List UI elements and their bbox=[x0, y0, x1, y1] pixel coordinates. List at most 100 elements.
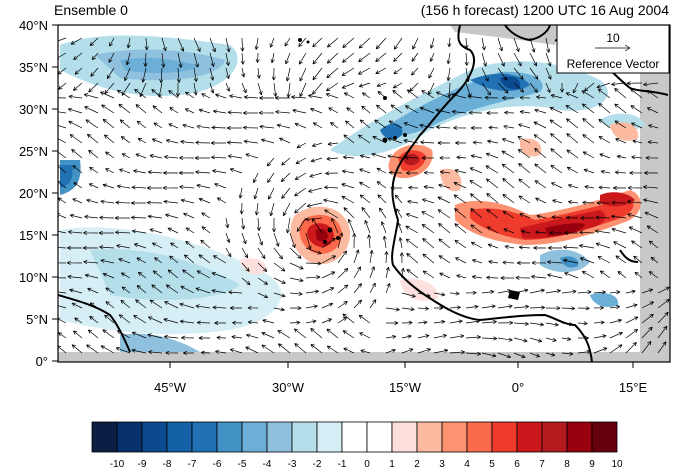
wind-vector bbox=[518, 178, 531, 189]
wind-vector bbox=[169, 107, 179, 114]
colorbar-label: -6 bbox=[213, 459, 222, 470]
wind-vector bbox=[196, 124, 211, 129]
wind-vector bbox=[577, 335, 589, 341]
wind-vector bbox=[353, 283, 362, 294]
wind-vector bbox=[627, 213, 643, 219]
wind-vector bbox=[353, 299, 363, 309]
wind-vector bbox=[86, 198, 99, 204]
wind-vector bbox=[437, 196, 451, 204]
lat-label: 40°N bbox=[19, 18, 48, 33]
wind-vector bbox=[615, 255, 627, 264]
wind-vector bbox=[229, 168, 243, 174]
wind-vector bbox=[577, 321, 588, 326]
wind-vector bbox=[261, 138, 275, 144]
wind-vector bbox=[247, 305, 259, 310]
wind-vector bbox=[120, 272, 131, 279]
wind-vector bbox=[627, 185, 643, 190]
wind-vector bbox=[131, 229, 147, 234]
wind-vector bbox=[501, 163, 515, 174]
colorbar-label: 7 bbox=[539, 459, 545, 470]
wind-vector bbox=[616, 154, 627, 159]
wind-vector bbox=[375, 67, 387, 75]
wind-vector bbox=[401, 307, 415, 312]
wind-vector bbox=[513, 288, 529, 294]
wind-vector bbox=[149, 299, 163, 309]
wind-vector bbox=[67, 245, 83, 250]
wind-vector bbox=[305, 304, 318, 309]
wind-vector bbox=[87, 329, 99, 339]
wind-vector bbox=[289, 306, 302, 311]
wind-vector-field bbox=[58, 37, 670, 359]
wind-vector bbox=[69, 213, 83, 219]
wind-vector bbox=[293, 328, 307, 339]
wind-vector bbox=[195, 287, 211, 294]
wind-vector bbox=[114, 215, 130, 221]
wind-vector bbox=[185, 91, 195, 99]
wind-vector bbox=[579, 230, 595, 235]
wind-vector bbox=[437, 209, 451, 219]
wind-vector bbox=[417, 306, 429, 311]
wind-vector bbox=[146, 185, 162, 191]
wind-vector bbox=[310, 328, 323, 339]
wind-vector bbox=[58, 230, 67, 234]
wind-vector bbox=[516, 260, 531, 266]
wind-vector bbox=[481, 67, 489, 82]
wind-vector bbox=[581, 90, 595, 99]
wind-vector bbox=[481, 289, 495, 294]
lat-label: 20°N bbox=[19, 186, 48, 201]
wind-vector bbox=[598, 118, 611, 129]
wind-vector bbox=[446, 52, 451, 65]
wind-vector bbox=[341, 195, 355, 204]
wind-vector bbox=[226, 140, 243, 145]
wind-vector bbox=[72, 198, 83, 204]
wind-vector bbox=[200, 239, 211, 249]
wind-vector bbox=[131, 348, 147, 354]
colorbar-swatch bbox=[366, 421, 393, 453]
wind-vector bbox=[502, 178, 515, 189]
wind-vector bbox=[211, 125, 227, 130]
wind-vector bbox=[281, 157, 291, 166]
wind-vector bbox=[133, 169, 147, 174]
wind-vector bbox=[529, 52, 538, 67]
wind-vector bbox=[520, 229, 531, 234]
wind-vector bbox=[561, 289, 577, 294]
wind-vector bbox=[545, 82, 551, 93]
wind-vector bbox=[321, 271, 336, 279]
wind-vector bbox=[641, 326, 653, 339]
wind-vector bbox=[100, 345, 115, 354]
wind-vector bbox=[550, 133, 563, 144]
wind-vector bbox=[289, 277, 304, 283]
wind-vector bbox=[565, 118, 579, 129]
wind-vector bbox=[529, 337, 543, 343]
wind-vector bbox=[648, 240, 659, 249]
wind-vector bbox=[312, 52, 323, 65]
wind-vector bbox=[593, 290, 606, 295]
wind-vector bbox=[241, 247, 249, 259]
wind-vector bbox=[513, 67, 524, 80]
wind-vector bbox=[398, 237, 403, 249]
wind-vector bbox=[369, 250, 374, 264]
wind-vector bbox=[268, 187, 275, 200]
wind-vector bbox=[487, 139, 499, 144]
wind-vector bbox=[342, 313, 355, 324]
wind-vector bbox=[230, 305, 242, 311]
wind-vector bbox=[614, 103, 627, 114]
wind-vector bbox=[385, 348, 396, 354]
wind-vector bbox=[641, 340, 652, 354]
wind-vector bbox=[545, 352, 556, 357]
wind-vector bbox=[212, 109, 227, 114]
wind-vector bbox=[387, 154, 403, 159]
lat-label: 30°N bbox=[19, 102, 48, 117]
wind-vector bbox=[246, 333, 259, 339]
wind-vector bbox=[545, 306, 561, 311]
wind-vector bbox=[625, 316, 639, 324]
wind-vector bbox=[87, 287, 99, 294]
wind-vector bbox=[549, 230, 563, 235]
wind-vector bbox=[406, 170, 418, 176]
wind-vector bbox=[105, 168, 115, 174]
wind-vector bbox=[631, 155, 643, 160]
wind-vector bbox=[609, 344, 623, 354]
wind-vector bbox=[149, 154, 163, 159]
wind-vector bbox=[551, 215, 563, 220]
wind-vector bbox=[547, 245, 563, 251]
